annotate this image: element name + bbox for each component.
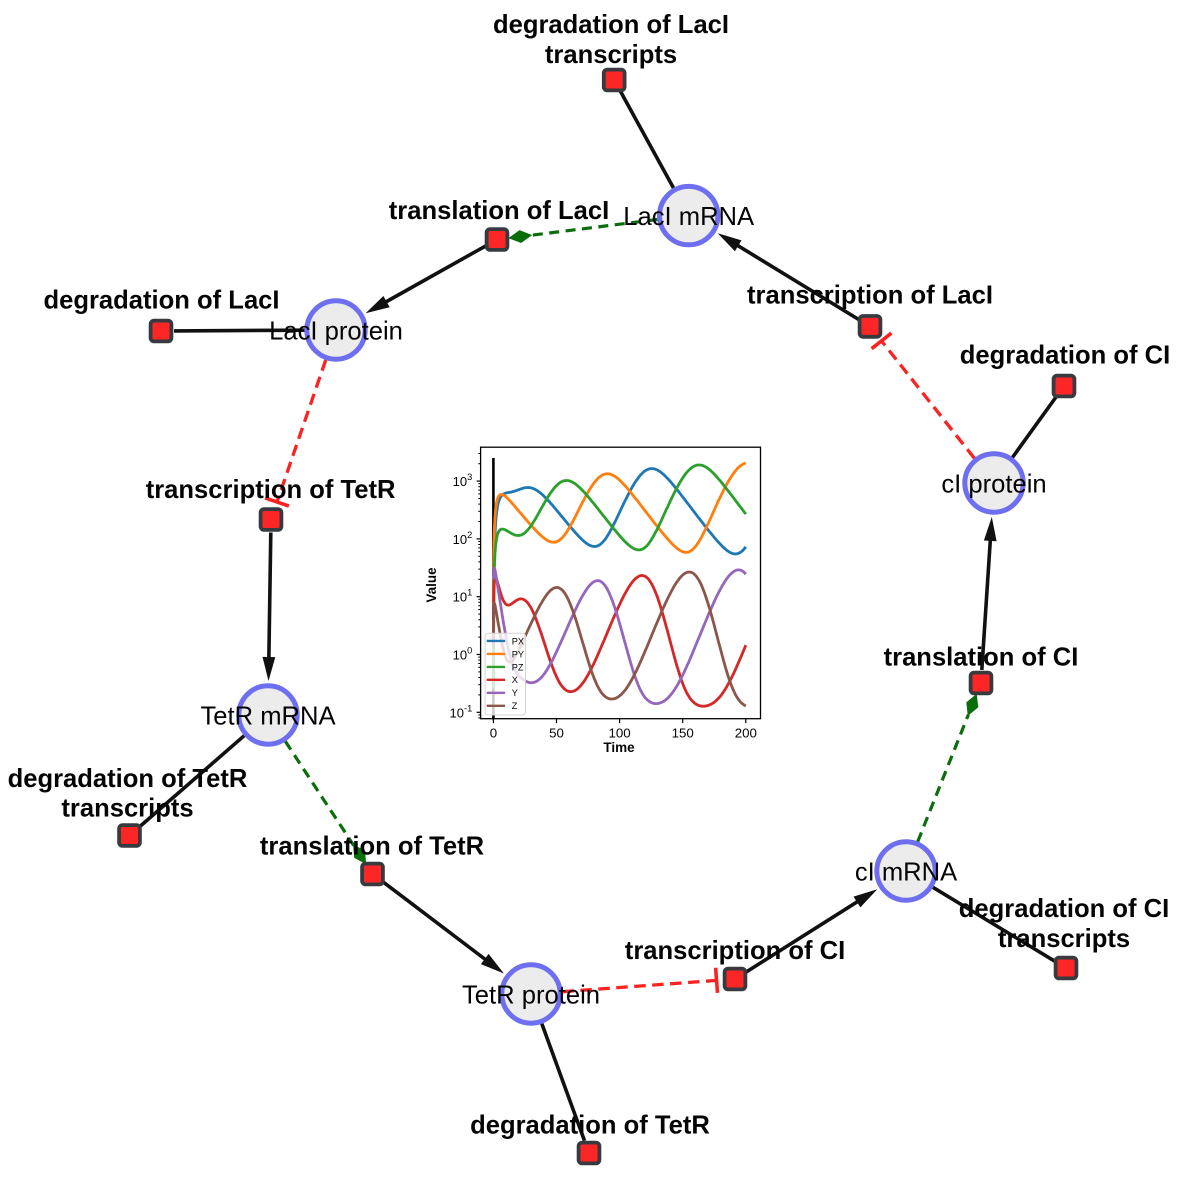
svg-text:Value: Value <box>424 567 439 603</box>
svg-text:PZ: PZ <box>512 662 524 672</box>
svg-text:LacI protein: LacI protein <box>269 317 403 345</box>
svg-text:PY: PY <box>512 649 524 659</box>
svg-text:degradation of TetR: degradation of TetR <box>470 1111 710 1139</box>
svg-text:Z: Z <box>512 701 518 711</box>
svg-text:transcription of LacI: transcription of LacI <box>747 281 993 309</box>
svg-text:102: 102 <box>453 530 473 547</box>
svg-text:translation of TetR: translation of TetR <box>260 832 484 860</box>
svg-text:100: 100 <box>453 646 473 663</box>
svg-text:Time: Time <box>603 740 635 755</box>
svg-text:Y: Y <box>512 688 518 698</box>
svg-text:translation of CI: translation of CI <box>884 644 1079 672</box>
svg-text:transcripts: transcripts <box>61 794 193 822</box>
svg-text:101: 101 <box>453 588 473 605</box>
svg-text:150: 150 <box>672 726 694 741</box>
svg-text:100: 100 <box>609 726 631 741</box>
svg-text:LacI mRNA: LacI mRNA <box>623 203 755 231</box>
svg-text:degradation of TetR: degradation of TetR <box>8 765 248 793</box>
svg-text:degradation of CI: degradation of CI <box>960 342 1170 370</box>
svg-text:200: 200 <box>735 726 757 741</box>
svg-text:transcription of TetR: transcription of TetR <box>146 476 396 504</box>
svg-text:cI mRNA: cI mRNA <box>855 858 958 886</box>
svg-text:TetR mRNA: TetR mRNA <box>200 702 336 730</box>
svg-text:X: X <box>512 675 518 685</box>
svg-text:degradation of LacI: degradation of LacI <box>493 11 729 39</box>
svg-text:0: 0 <box>490 726 497 741</box>
svg-text:50: 50 <box>549 726 564 741</box>
svg-text:transcription of CI: transcription of CI <box>625 937 845 965</box>
svg-text:PX: PX <box>512 636 524 646</box>
svg-text:TetR protein: TetR protein <box>462 981 600 1009</box>
svg-text:degradation of CI: degradation of CI <box>959 895 1169 923</box>
svg-text:cI protein: cI protein <box>941 470 1046 498</box>
svg-text:degradation of LacI: degradation of LacI <box>43 287 279 315</box>
svg-text:transcripts: transcripts <box>545 41 677 69</box>
svg-text:transcripts: transcripts <box>998 925 1130 953</box>
svg-text:103: 103 <box>453 472 473 489</box>
svg-text:10-1: 10-1 <box>450 703 473 720</box>
svg-text:translation of LacI: translation of LacI <box>389 197 609 225</box>
